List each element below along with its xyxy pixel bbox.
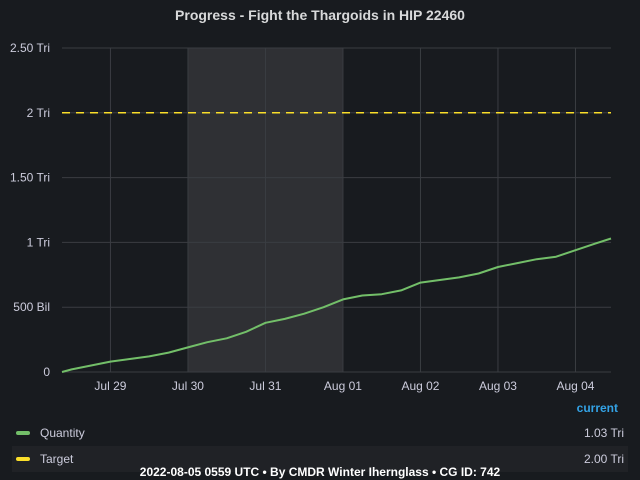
y-tick-label: 1.50 Tri	[10, 171, 50, 185]
legend-swatch-quantity	[16, 431, 30, 435]
y-tick-label: 1 Tri	[27, 235, 50, 249]
y-tick-label: 2.50 Tri	[10, 41, 50, 55]
x-tick-label: Jul 29	[94, 379, 126, 393]
x-tick-label: Aug 03	[479, 379, 517, 393]
legend-header-current[interactable]: current	[576, 401, 618, 415]
x-tick-label: Jul 31	[249, 379, 281, 393]
legend-label: Quantity	[40, 426, 85, 440]
chart-title: Progress - Fight the Thargoids in HIP 22…	[175, 7, 465, 23]
x-tick-label: Aug 02	[401, 379, 439, 393]
x-tick-label: Jul 30	[172, 379, 204, 393]
footer-text: 2022-08-05 0559 UTC • By CMDR Winter Ihe…	[139, 465, 501, 479]
legend-label: Target	[40, 452, 74, 466]
series-lines	[61, 112, 612, 373]
y-axis: 0 500 Bil 1 Tri 1.50 Tri 2 Tri 2.50 Tri	[10, 41, 50, 379]
series-quantity-line	[61, 237, 612, 373]
grid-lines	[62, 47, 611, 373]
legend-value: 2.00 Tri	[583, 452, 624, 466]
y-tick-label: 500 Bil	[13, 300, 50, 314]
y-tick-label: 2 Tri	[27, 106, 50, 120]
x-axis: Jul 29 Jul 30 Jul 31 Aug 01 Aug 02 Aug 03 Aug …	[94, 379, 594, 393]
x-tick-label: Aug 01	[324, 379, 362, 393]
y-tick-label: 0	[43, 365, 50, 379]
legend-item-target[interactable]: Target 2.00 Tri	[12, 446, 628, 472]
plot-area[interactable]: 0 500 Bil 1 Tri 1.50 Tri 2 Tri 2.50 Tri Jul 2…	[0, 0, 640, 400]
legend-item-quantity[interactable]: Quantity 1.03 Tri	[12, 420, 628, 446]
legend-swatch-target	[16, 457, 30, 461]
x-tick-label: Aug 04	[556, 379, 594, 393]
legend-value: 1.03 Tri	[583, 426, 624, 440]
